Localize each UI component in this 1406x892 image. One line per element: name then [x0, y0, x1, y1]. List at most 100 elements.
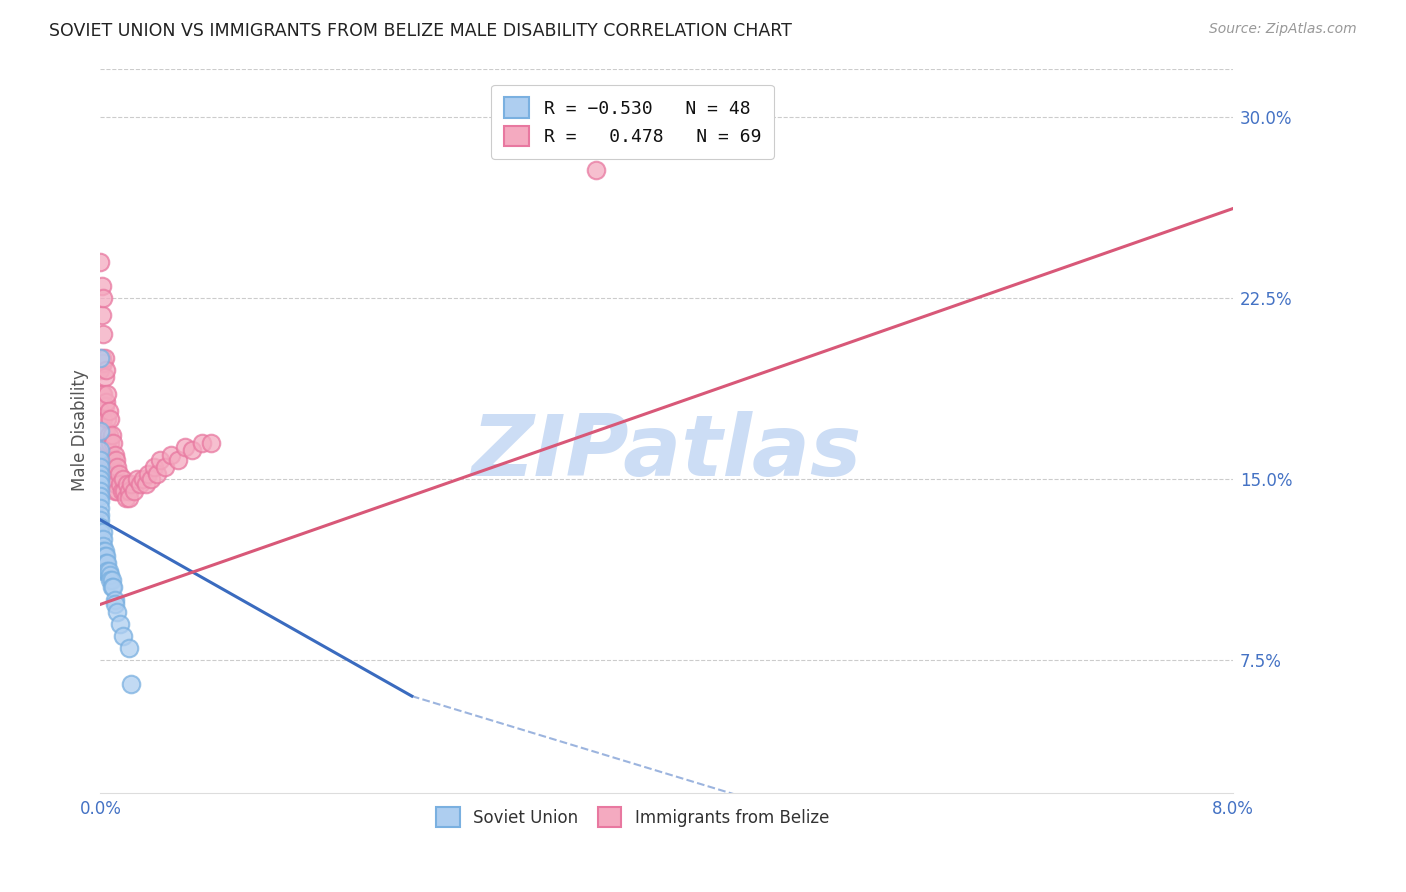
- Point: [104, 476, 127, 491]
- Point: [103, 448, 125, 462]
- Point: [124, 483, 146, 498]
- Point: [89, 363, 111, 377]
- Point: [94, 394, 117, 409]
- Point: [103, 467, 125, 481]
- Text: Source: ZipAtlas.com: Source: ZipAtlas.com: [1209, 22, 1357, 37]
- Point: [90, 387, 112, 401]
- Point: [108, 476, 131, 491]
- Point: [91, 291, 114, 305]
- Point: [93, 351, 115, 366]
- Legend: Soviet Union, Immigrants from Belize: Soviet Union, Immigrants from Belize: [427, 799, 838, 835]
- Point: [98, 568, 121, 582]
- Point: [90, 351, 112, 366]
- Point: [98, 435, 121, 450]
- Point: [101, 581, 124, 595]
- Point: [94, 557, 117, 571]
- Point: [141, 472, 163, 486]
- Point: [89, 513, 111, 527]
- Point: [181, 442, 204, 457]
- Point: [98, 411, 121, 425]
- Point: [89, 544, 111, 558]
- Point: [110, 483, 132, 498]
- Point: [101, 435, 124, 450]
- Point: [94, 424, 117, 438]
- Point: [149, 452, 172, 467]
- Point: [93, 370, 115, 384]
- Point: [89, 520, 111, 534]
- Point: [96, 557, 118, 571]
- Point: [111, 629, 134, 643]
- Point: [89, 452, 111, 467]
- Point: [97, 564, 120, 578]
- Point: [89, 483, 111, 498]
- Point: [93, 549, 115, 563]
- Y-axis label: Male Disability: Male Disability: [72, 369, 89, 491]
- Point: [100, 573, 122, 587]
- Point: [93, 557, 115, 571]
- Point: [91, 326, 114, 341]
- Point: [89, 524, 111, 539]
- Point: [89, 459, 111, 474]
- Point: [89, 508, 111, 522]
- Point: [143, 459, 166, 474]
- Point: [89, 549, 111, 563]
- Point: [89, 424, 111, 438]
- Point: [91, 549, 114, 563]
- Point: [117, 476, 139, 491]
- Point: [89, 472, 111, 486]
- Point: [174, 441, 197, 455]
- Text: ZIPatlas: ZIPatlas: [471, 411, 862, 494]
- Point: [146, 467, 169, 481]
- Point: [89, 254, 111, 268]
- Point: [104, 452, 127, 467]
- Point: [94, 564, 117, 578]
- Point: [105, 459, 128, 474]
- Point: [93, 400, 115, 414]
- Point: [98, 459, 121, 474]
- Point: [160, 448, 183, 462]
- Point: [89, 532, 111, 546]
- Text: SOVIET UNION VS IMMIGRANTS FROM BELIZE MALE DISABILITY CORRELATION CHART: SOVIET UNION VS IMMIGRANTS FROM BELIZE M…: [49, 22, 792, 40]
- Point: [96, 411, 118, 425]
- Point: [105, 605, 128, 619]
- Point: [129, 476, 152, 491]
- Point: [135, 476, 157, 491]
- Point: [103, 592, 125, 607]
- Point: [100, 581, 122, 595]
- Point: [89, 500, 111, 515]
- Point: [101, 459, 124, 474]
- Point: [107, 467, 129, 481]
- Point: [127, 472, 149, 486]
- Point: [93, 448, 115, 462]
- Point: [94, 363, 117, 377]
- Point: [167, 452, 190, 467]
- Point: [105, 483, 128, 498]
- Point: [585, 162, 607, 177]
- Point: [98, 573, 121, 587]
- Point: [91, 532, 114, 546]
- Point: [91, 564, 114, 578]
- Point: [108, 616, 131, 631]
- Point: [89, 493, 111, 508]
- Point: [103, 598, 125, 612]
- Point: [118, 483, 141, 498]
- Point: [96, 435, 118, 450]
- Point: [93, 424, 115, 438]
- Point: [90, 278, 112, 293]
- Point: [89, 467, 111, 481]
- Point: [89, 540, 111, 554]
- Point: [121, 677, 143, 691]
- Point: [112, 483, 135, 498]
- Point: [96, 564, 118, 578]
- Point: [91, 540, 114, 554]
- Point: [91, 387, 114, 401]
- Point: [90, 308, 112, 322]
- Point: [91, 544, 114, 558]
- Point: [121, 476, 143, 491]
- Point: [155, 459, 177, 474]
- Point: [93, 544, 115, 558]
- Point: [89, 489, 111, 503]
- Point: [132, 472, 155, 486]
- Point: [103, 483, 125, 498]
- Point: [91, 524, 114, 539]
